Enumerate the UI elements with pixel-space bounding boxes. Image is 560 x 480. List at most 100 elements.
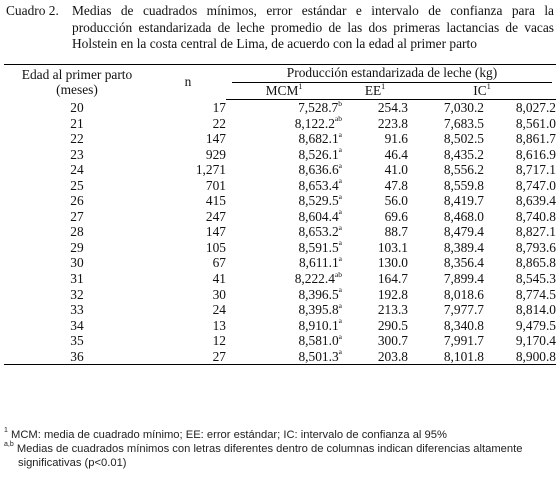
table-row: 23 929 8,526.1a 46.4 8,435.2 8,616.9 bbox=[4, 145, 556, 163]
cell-mcm: 8,501.3a bbox=[226, 347, 342, 366]
cell-ee-value: 56.0 bbox=[384, 193, 408, 209]
cell-ee-value: 164.7 bbox=[377, 271, 408, 287]
table-row: 33 24 8,395.8a 213.3 7,977.7 8,814.0 bbox=[4, 300, 556, 318]
cell-ic-low-value: 7,683.5 bbox=[443, 115, 484, 131]
cell-ic-low: 7,683.5 bbox=[408, 116, 484, 132]
cell-edad: 26 bbox=[4, 193, 150, 209]
cell-edad: 32 bbox=[4, 287, 150, 303]
cell-ee-value: 192.8 bbox=[377, 286, 408, 302]
cell-ee: 46.4 bbox=[342, 147, 408, 163]
cell-ee: 213.3 bbox=[342, 302, 408, 318]
cell-mcm-value: 8,653.2 bbox=[298, 224, 339, 240]
cell-ee-value: 91.6 bbox=[384, 131, 408, 147]
cell-mcm-value: 8,591.5 bbox=[298, 239, 339, 255]
cell-n-value: 105 bbox=[205, 239, 226, 255]
cell-ic-high-value: 8,814.0 bbox=[515, 302, 556, 318]
table-row: 26 415 8,529.5a 56.0 8,419.7 8,639.4 bbox=[4, 193, 556, 209]
table-row: 24 1,271 8,636.6a 41.0 8,556.2 8,717.1 bbox=[4, 160, 556, 178]
cell-n: 41 bbox=[150, 271, 226, 287]
cell-n: 12 bbox=[150, 333, 226, 349]
header-mcm-label: MCM bbox=[265, 83, 299, 98]
cell-ic-high: 8,740.8 bbox=[484, 209, 556, 225]
cell-mcm: 8,653.4a bbox=[226, 177, 342, 194]
cell-ic-low-value: 8,435.2 bbox=[443, 146, 484, 162]
header-edad-label: Edad al primer parto bbox=[21, 66, 133, 82]
caption-label: Cuadro 2. bbox=[6, 3, 59, 18]
cell-ee: 56.0 bbox=[342, 193, 408, 209]
significance-letter: a bbox=[338, 331, 342, 341]
cell-mcm-value: 8,526.1 bbox=[298, 146, 339, 162]
cell-ic-high: 8,774.5 bbox=[484, 287, 556, 303]
cell-edad-value: 28 bbox=[70, 224, 84, 240]
cell-ic-low-value: 7,899.4 bbox=[443, 271, 484, 287]
cell-ic-high-value: 8,027.2 bbox=[515, 100, 556, 115]
cell-ee-value: 69.6 bbox=[384, 208, 408, 224]
cell-mcm: 8,581.0a bbox=[226, 331, 342, 349]
cell-n-value: 147 bbox=[205, 224, 226, 240]
cell-n-value: 67 bbox=[212, 255, 226, 271]
caption-text: Medias de cuadrados mínimos, error están… bbox=[72, 3, 554, 53]
significance-letter: a bbox=[338, 145, 342, 155]
cell-ee-value: 88.7 bbox=[384, 224, 408, 240]
cell-n-value: 929 bbox=[205, 146, 226, 162]
significance-letter: ab bbox=[334, 269, 342, 279]
significance-letter: a bbox=[338, 160, 342, 170]
cell-ic-low: 8,556.2 bbox=[408, 162, 484, 178]
cell-edad-value: 20 bbox=[70, 99, 84, 115]
cell-edad: 34 bbox=[4, 318, 150, 334]
cell-edad-value: 23 bbox=[70, 146, 84, 162]
cell-ic-low: 7,991.7 bbox=[408, 333, 484, 349]
footnote-2-mark: a,b bbox=[4, 441, 14, 449]
cell-ic-high-value: 8,639.4 bbox=[515, 193, 556, 209]
table-row: 32 30 8,396.5a 192.8 8,018.6 8,774.5 bbox=[4, 286, 556, 303]
cell-edad-value: 36 bbox=[70, 348, 84, 364]
significance-letter: a bbox=[338, 300, 342, 310]
cell-ic-low-value: 7,030.2 bbox=[443, 100, 484, 115]
table-row: 31 41 8,222.4ab 164.7 7,899.4 8,545.3 bbox=[4, 269, 556, 287]
header-ic-label: IC bbox=[473, 83, 487, 98]
cell-edad-value: 32 bbox=[70, 286, 84, 302]
cell-n-value: 24 bbox=[212, 302, 226, 318]
cell-edad-value: 33 bbox=[70, 302, 84, 318]
cell-ic-high-value: 8,545.3 bbox=[515, 271, 556, 287]
cell-ee: 290.5 bbox=[342, 318, 408, 334]
table-row: 22 147 8,682.1a 91.6 8,502.5 8,861.7 bbox=[4, 129, 556, 147]
cell-ee-value: 203.8 bbox=[377, 348, 408, 364]
cell-n-value: 22 bbox=[212, 115, 226, 131]
header-row-2: MCM1 EE1 IC1 bbox=[4, 82, 556, 100]
cell-ic-low-value: 8,018.6 bbox=[443, 286, 484, 302]
cell-ic-low: 8,479.4 bbox=[408, 224, 484, 240]
cell-n: 67 bbox=[150, 255, 226, 271]
significance-letter: a bbox=[338, 129, 342, 139]
cell-ee-value: 213.3 bbox=[377, 302, 408, 318]
significance-letter: b bbox=[338, 98, 342, 108]
footnote-2-text: Medias de cuadrados mínimos con letras d… bbox=[13, 443, 523, 469]
cell-n-value: 1,271 bbox=[195, 162, 226, 178]
header-ee: EE1 bbox=[342, 82, 408, 100]
cell-ic-high: 8,814.0 bbox=[484, 302, 556, 318]
cell-mcm: 8,591.5a bbox=[226, 239, 342, 256]
header-edad: Edad al primer parto (meses) bbox=[4, 65, 150, 100]
header-ic: IC1 bbox=[408, 82, 556, 100]
significance-letter: a bbox=[338, 316, 342, 326]
cell-ic-low-value: 8,340.8 bbox=[443, 317, 484, 333]
cell-ic-low-value: 8,101.8 bbox=[443, 348, 484, 364]
cell-edad-value: 35 bbox=[70, 333, 84, 349]
cell-ic-high-value: 8,616.9 bbox=[515, 146, 556, 162]
cell-edad: 21 bbox=[4, 116, 150, 132]
cell-n-value: 30 bbox=[212, 286, 226, 302]
cell-edad: 27 bbox=[4, 209, 150, 225]
cell-edad-value: 34 bbox=[70, 317, 84, 333]
cell-mcm-value: 8,222.4 bbox=[294, 271, 335, 287]
cell-ee-value: 223.8 bbox=[377, 115, 408, 131]
significance-letter: a bbox=[338, 347, 342, 357]
header-produccion-label: Producción estandarizada de leche (kg) bbox=[232, 65, 552, 83]
cell-n: 147 bbox=[150, 131, 226, 147]
cell-ic-low: 8,356.4 bbox=[408, 255, 484, 271]
cell-edad: 24 bbox=[4, 162, 150, 178]
cell-edad-value: 29 bbox=[70, 239, 84, 255]
table-body: 20 17 7,528.7b 254.3 7,030.2 8,027.2 21 22 8,122… bbox=[4, 98, 556, 366]
significance-letter: ab bbox=[334, 114, 342, 124]
data-table: Edad al primer parto (meses) n Producció… bbox=[4, 64, 556, 366]
